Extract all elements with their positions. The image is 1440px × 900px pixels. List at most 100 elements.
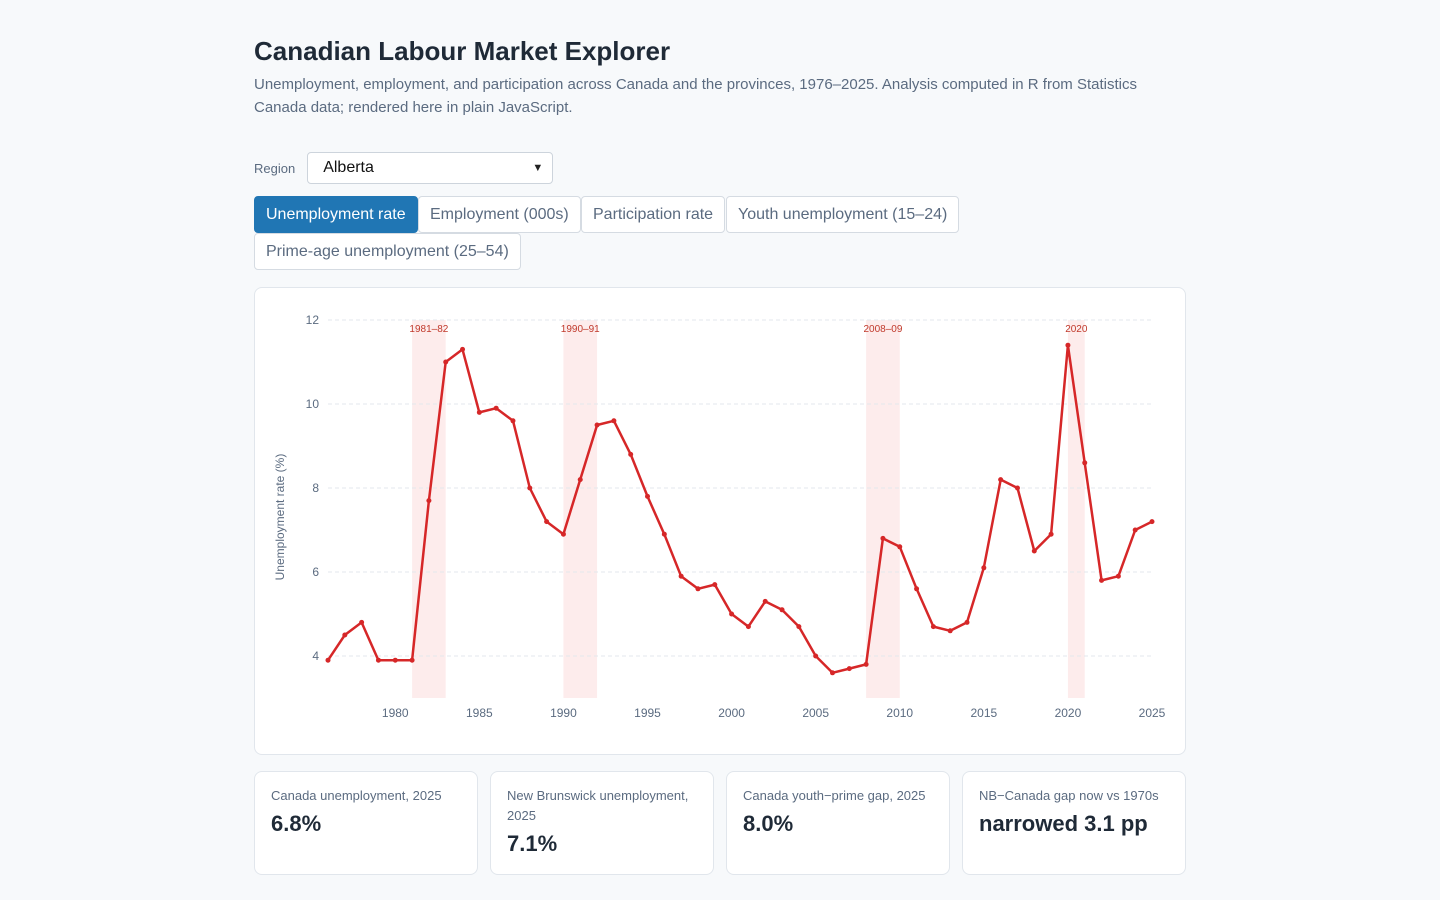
recession-label: 2008–09	[863, 324, 902, 335]
region-select[interactable]: Alberta ▼	[307, 152, 554, 184]
recession-label: 2020	[1065, 324, 1088, 335]
data-point	[897, 544, 903, 550]
y-axis-label: Unemployment rate (%)	[273, 454, 287, 581]
x-tick-label: 2020	[1055, 706, 1082, 720]
data-point	[779, 607, 785, 613]
data-point	[1031, 548, 1037, 554]
x-tick-label: 2000	[718, 706, 745, 720]
data-point	[947, 628, 953, 634]
data-point	[998, 477, 1004, 483]
data-point	[745, 624, 751, 630]
data-point	[628, 451, 634, 457]
data-point	[796, 624, 802, 630]
data-point	[359, 619, 365, 625]
x-tick-label: 1980	[382, 706, 409, 720]
data-point	[510, 418, 516, 424]
stat-label: Canada unemployment, 2025	[271, 788, 442, 803]
data-point	[729, 611, 735, 617]
data-point	[409, 657, 415, 663]
data-point	[426, 498, 432, 504]
data-point	[695, 586, 701, 592]
data-point	[527, 485, 533, 491]
recession-band	[1067, 320, 1085, 698]
stat-value: narrowed 3.1 pp	[979, 811, 1148, 836]
data-point	[443, 359, 449, 365]
data-point	[342, 632, 348, 638]
data-point	[325, 657, 331, 663]
series-line	[326, 343, 1154, 675]
data-point	[594, 422, 600, 428]
data-point	[560, 531, 566, 537]
x-tick-label: 2005	[802, 706, 829, 720]
data-point	[1132, 527, 1138, 533]
region-select-value: Alberta	[323, 159, 374, 176]
x-tick-label: 1990	[550, 706, 577, 720]
stat-value: 7.1%	[507, 831, 558, 856]
recession-band	[563, 320, 598, 698]
data-point	[880, 535, 886, 541]
x-tick-label: 2025	[1139, 706, 1166, 720]
data-point	[460, 346, 466, 352]
stat-card-canada-unemployment: Canada unemployment, 2025 6.8%	[254, 771, 478, 875]
tab-prime-age-unemployment[interactable]: Prime-age unemployment (25–54)	[254, 233, 521, 270]
data-point	[914, 586, 920, 592]
data-point	[930, 624, 936, 630]
data-point	[611, 418, 617, 424]
data-point	[863, 661, 869, 667]
page-title: Canadian Labour Market Explorer	[254, 36, 671, 66]
stat-card-nb-unemployment: New Brunswick unemployment, 2025 7.1%	[490, 771, 714, 875]
data-point	[1014, 485, 1020, 491]
chart-card: 1981–82 1990–91 2008–09 2020 4 6 8 10 12 1980 1985…	[254, 287, 1186, 755]
stat-value: 6.8%	[271, 811, 322, 836]
x-tick-label: 2010	[886, 706, 913, 720]
data-point	[392, 657, 398, 663]
stat-label: NB−Canada gap now vs 1970s	[979, 788, 1159, 803]
data-point	[678, 573, 684, 579]
data-point	[375, 657, 381, 663]
data-point	[577, 477, 583, 483]
y-tick-label: 6	[312, 565, 319, 579]
data-point	[661, 531, 667, 537]
recession-label: 1990–91	[561, 324, 600, 335]
data-point	[1115, 573, 1121, 579]
data-point	[829, 670, 835, 676]
tab-youth-unemployment[interactable]: Youth unemployment (15–24)	[726, 196, 960, 233]
tab-participation-rate[interactable]: Participation rate	[581, 196, 726, 233]
stat-label: New Brunswick unemployment, 2025	[507, 788, 689, 823]
data-point	[964, 619, 970, 625]
tab-unemployment-rate[interactable]: Unemployment rate	[254, 196, 418, 233]
stat-card-nb-canada-gap: NB−Canada gap now vs 1970s narrowed 3.1 …	[962, 771, 1186, 875]
stat-label: Canada youth−prime gap, 2025	[743, 788, 926, 803]
chevron-down-icon: ▼	[532, 162, 544, 174]
data-point	[476, 409, 482, 415]
region-control: Region Alberta ▼	[254, 152, 554, 184]
x-tick-label: 1995	[634, 706, 661, 720]
y-tick-label: 8	[312, 481, 319, 495]
data-point	[1082, 460, 1088, 466]
unemployment-chart: 1981–82 1990–91 2008–09 2020 4 6 8 10 12 1980 1985…	[273, 313, 1166, 720]
stat-card-youth-prime-gap: Canada youth−prime gap, 2025 8.0%	[726, 771, 950, 875]
data-point	[813, 653, 819, 659]
data-point	[1048, 531, 1054, 537]
recession-label: 1981–82	[409, 324, 448, 335]
x-tick-label: 1985	[466, 706, 493, 720]
page-subtitle: Unemployment, employment, and participat…	[254, 76, 1137, 116]
data-point	[1099, 577, 1105, 583]
data-point	[981, 565, 987, 571]
data-point	[1065, 342, 1071, 348]
data-point	[645, 493, 651, 499]
y-tick-label: 12	[306, 313, 320, 327]
data-point	[762, 598, 768, 604]
data-point	[712, 582, 718, 588]
data-point	[846, 666, 852, 672]
y-tick-label: 10	[306, 397, 320, 411]
data-point	[1149, 519, 1155, 525]
stat-value: 8.0%	[743, 811, 794, 836]
region-label: Region	[254, 160, 296, 176]
data-point	[493, 405, 499, 411]
recession-band	[866, 320, 900, 698]
data-point	[544, 519, 550, 525]
tab-employment[interactable]: Employment (000s)	[418, 196, 581, 233]
x-tick-label: 2015	[970, 706, 997, 720]
y-tick-label: 4	[312, 649, 319, 663]
